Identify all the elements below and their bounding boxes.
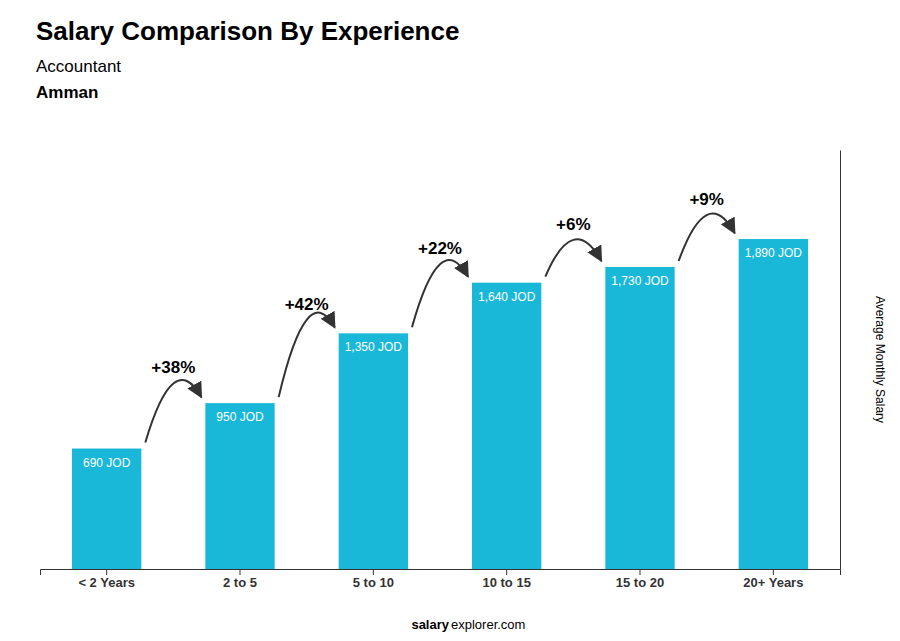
y-axis <box>840 151 841 570</box>
x-tick: < 2 Years <box>78 569 135 590</box>
plot: < 2 Years 2 to 5 5 to 10 10 to 15 15 to 20 20… <box>41 151 841 591</box>
subtitle: Amman <box>36 83 98 102</box>
x-tick-label: < 2 Years <box>78 575 135 590</box>
x-tick: 10 to 15 <box>482 569 530 590</box>
x-tick-mark <box>373 569 374 575</box>
growth-arrow <box>545 239 601 276</box>
x-tick-label: 20+ Years <box>743 575 803 590</box>
data-label: 1,350 JOD <box>345 340 403 354</box>
bar <box>739 239 808 569</box>
data-label: 950 JOD <box>216 410 264 424</box>
bar <box>605 267 674 569</box>
growth-label: +22% <box>418 239 462 258</box>
data-label: 690 JOD <box>83 456 131 470</box>
x-tick-mark <box>640 569 641 575</box>
growth-label: +38% <box>151 358 195 377</box>
x-tick: 20+ Years <box>743 569 803 590</box>
x-axis: < 2 Years 2 to 5 5 to 10 10 to 15 15 to 20 20… <box>41 569 841 590</box>
bars <box>72 239 808 569</box>
bar <box>339 333 408 569</box>
growth-arrow <box>145 380 201 443</box>
bar <box>72 449 141 569</box>
x-tick-mark <box>106 569 107 575</box>
x-tick-label: 2 to 5 <box>223 575 257 590</box>
growth-annotations: +38% +42% +22% +6% +9% <box>145 190 734 443</box>
growth-label: +9% <box>689 190 724 209</box>
source: salary <box>411 617 449 632</box>
y-axis-title: Average Monthly Salary <box>873 296 887 423</box>
x-tick-label: 15 to 20 <box>616 575 664 590</box>
title: Salary Comparison By Experience <box>36 16 459 46</box>
growth-label: +42% <box>285 295 329 314</box>
x-tick-mark <box>773 569 774 575</box>
x-axis-line <box>41 570 841 576</box>
x-tick-mark <box>240 569 241 575</box>
x-tick-mark <box>506 569 507 575</box>
data-label: 1,640 JOD <box>478 290 536 304</box>
growth-arrow <box>412 260 468 327</box>
data-label: 1,890 JOD <box>745 246 803 260</box>
x-tick: 15 to 20 <box>616 569 664 590</box>
bar <box>472 283 541 569</box>
x-tick-label: 5 to 10 <box>353 575 394 590</box>
data-labels: 690 JOD 950 JOD 1,350 JOD 1,640 JOD 1,730 JO… <box>83 246 802 470</box>
data-label: 1,730 JOD <box>611 274 669 288</box>
growth-arrow <box>679 213 735 260</box>
source: explorer.com <box>451 617 525 632</box>
x-tick: 5 to 10 <box>353 569 394 590</box>
y-axis-line <box>840 151 841 570</box>
growth-arrow <box>279 313 335 398</box>
bar <box>205 403 274 569</box>
x-tick-label: 10 to 15 <box>482 575 530 590</box>
chart: Salary Comparison By Experience Accountan… <box>0 0 900 641</box>
x-tick: 2 to 5 <box>223 569 257 590</box>
growth-label: +6% <box>556 215 591 234</box>
subtitle: Accountant <box>36 57 121 76</box>
